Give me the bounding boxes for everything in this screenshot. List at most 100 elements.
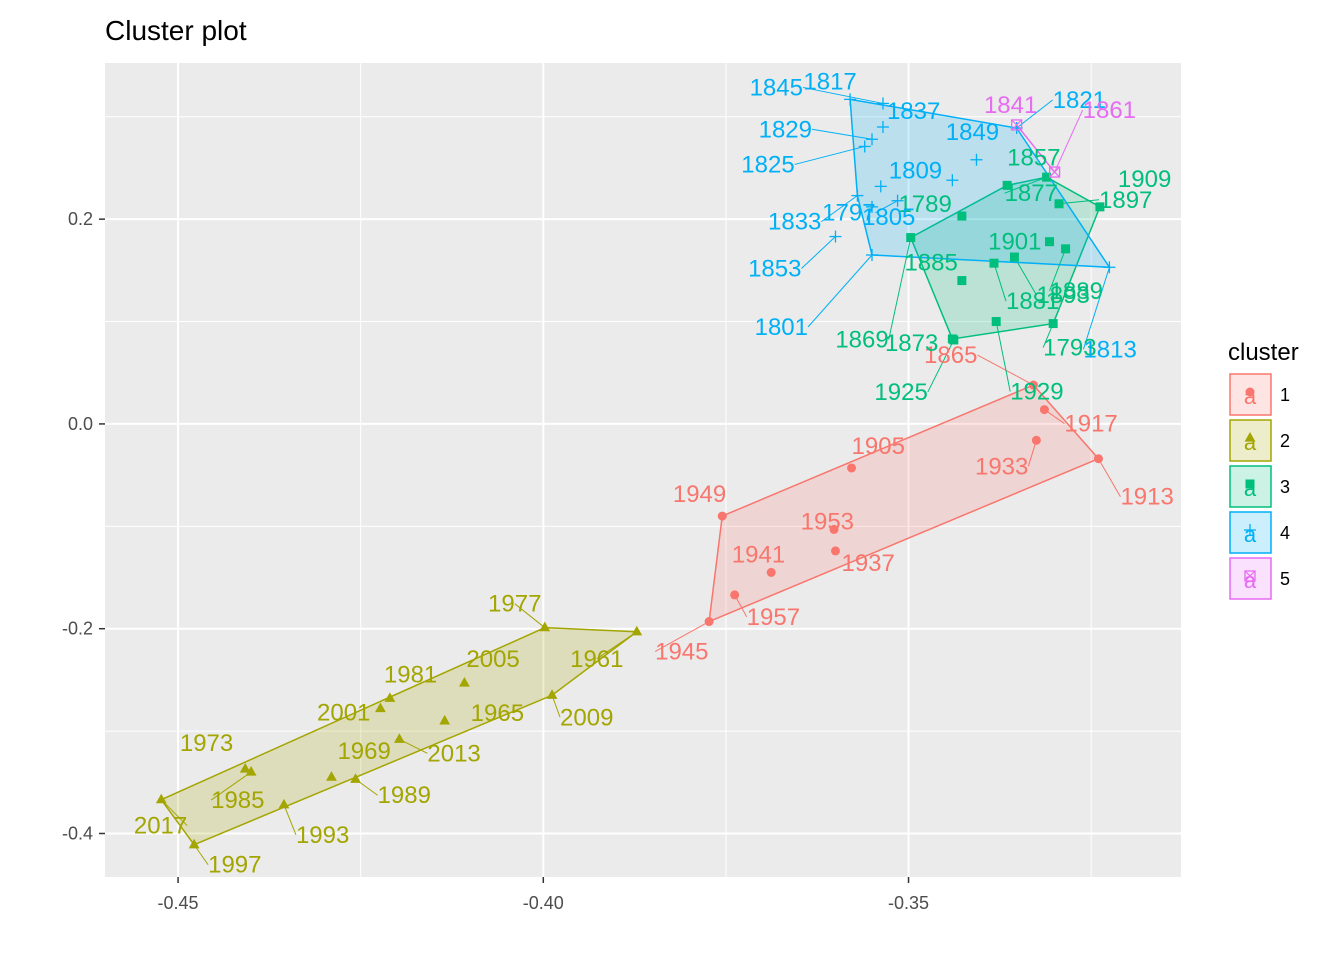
point-marker — [876, 97, 889, 110]
point-label: 1997 — [208, 852, 261, 879]
point-label: 1825 — [741, 151, 794, 178]
x-tick-label: -0.35 — [888, 893, 929, 913]
point-label: 1981 — [384, 661, 437, 688]
point-marker — [1009, 252, 1019, 262]
point-label: 1837 — [887, 98, 940, 125]
chart-title: Cluster plot — [105, 15, 247, 46]
point-marker — [906, 233, 916, 243]
point-label: 1833 — [768, 209, 821, 236]
point-label: 1937 — [841, 550, 894, 577]
label-leader — [514, 603, 546, 629]
point-label: 1977 — [488, 591, 541, 618]
point-marker — [239, 762, 251, 773]
point-label: 1865 — [924, 342, 977, 369]
legend-label-1: 1 — [1280, 385, 1290, 405]
point-label: 1869 — [835, 327, 888, 354]
point-marker — [704, 617, 714, 627]
point-marker — [949, 335, 959, 345]
point-label: 1913 — [1120, 484, 1173, 511]
point-marker — [1002, 180, 1012, 190]
y-axis: -0.4 -0.2 0.0 0.2 — [62, 209, 105, 843]
point-label: 1873 — [885, 330, 938, 357]
legend-marker-2 — [1244, 432, 1256, 442]
point-label: 1877 — [1005, 180, 1058, 207]
point-marker — [946, 174, 959, 187]
legend-label-5: 5 — [1280, 569, 1290, 589]
legend-label-4: 4 — [1280, 523, 1290, 543]
legend-marker-5 — [1244, 570, 1256, 582]
major-gridlines — [105, 63, 1181, 877]
legend-key-3 — [1229, 465, 1272, 508]
y-tick-label: -0.4 — [62, 823, 93, 843]
label-leader — [1014, 256, 1037, 296]
point-marker — [1054, 199, 1064, 209]
legend-marker-4 — [1244, 524, 1256, 536]
label-leader — [875, 200, 898, 214]
label-leader-lines — [160, 86, 1121, 866]
point-marker — [844, 93, 857, 106]
point-label: 1961 — [570, 646, 623, 673]
label-leader — [888, 237, 912, 340]
point-marker — [957, 276, 967, 286]
label-leader — [995, 321, 1011, 392]
cross-b — [1011, 119, 1023, 131]
y-tick-label: 0.2 — [68, 209, 93, 229]
point-label: 1789 — [898, 191, 951, 218]
point-label: 1841 — [984, 92, 1037, 119]
point-marker — [374, 702, 386, 713]
point-marker — [891, 194, 904, 207]
cluster-points — [155, 93, 1116, 849]
label-leader — [283, 804, 297, 836]
label-leader — [1027, 440, 1037, 467]
label-leader — [1004, 176, 1047, 194]
point-label: 1985 — [211, 787, 264, 814]
point-marker — [866, 200, 879, 213]
point-marker — [326, 771, 337, 781]
point-marker — [1103, 261, 1116, 274]
point-label: 1897 — [1099, 187, 1152, 214]
label-leader — [1016, 99, 1053, 129]
point-label: 1909 — [1118, 166, 1171, 193]
point-label: 1917 — [1064, 411, 1117, 438]
label-leader — [1098, 458, 1121, 497]
point-label: 2017 — [134, 813, 187, 840]
legend-label-2: 2 — [1280, 431, 1290, 451]
point-label: 1849 — [946, 119, 999, 146]
legend-label-3: 3 — [1280, 477, 1290, 497]
point-marker — [350, 773, 361, 783]
label-leader — [802, 86, 884, 104]
square-outline — [1244, 570, 1256, 582]
point-marker — [631, 625, 643, 636]
point-marker — [730, 590, 740, 600]
label-leader — [821, 195, 858, 223]
legend-marker-3 — [1245, 479, 1255, 489]
minor-gridlines — [105, 63, 1181, 877]
point-label: 1989 — [378, 782, 431, 809]
point-label: 1957 — [747, 604, 800, 631]
label-leader — [1049, 248, 1067, 292]
point-label: 1901 — [988, 229, 1041, 256]
point-label: 1949 — [673, 481, 726, 508]
x-axis: -0.45 -0.40 -0.35 — [158, 877, 929, 913]
point-marker — [858, 140, 871, 153]
point-label: 2001 — [317, 700, 370, 727]
y-tick-label: -0.2 — [62, 619, 93, 639]
legend-glyph: a — [1244, 384, 1257, 409]
plot-panel — [105, 63, 1181, 877]
point-marker — [1045, 237, 1055, 247]
legend-glyph: a — [1244, 430, 1257, 455]
point-marker — [1010, 122, 1023, 135]
point-marker — [1039, 405, 1049, 415]
point-label: 1853 — [748, 256, 801, 283]
point-marker — [866, 248, 879, 261]
point-label: 1857 — [1007, 144, 1060, 171]
label-leader — [596, 631, 638, 660]
point-label: 1973 — [180, 730, 233, 757]
label-leader — [551, 695, 561, 718]
y-tick-label: 0.0 — [68, 414, 93, 434]
label-leader — [160, 799, 188, 827]
point-marker — [876, 120, 889, 133]
cross-b — [1049, 166, 1061, 178]
legend-key-1 — [1229, 373, 1272, 416]
